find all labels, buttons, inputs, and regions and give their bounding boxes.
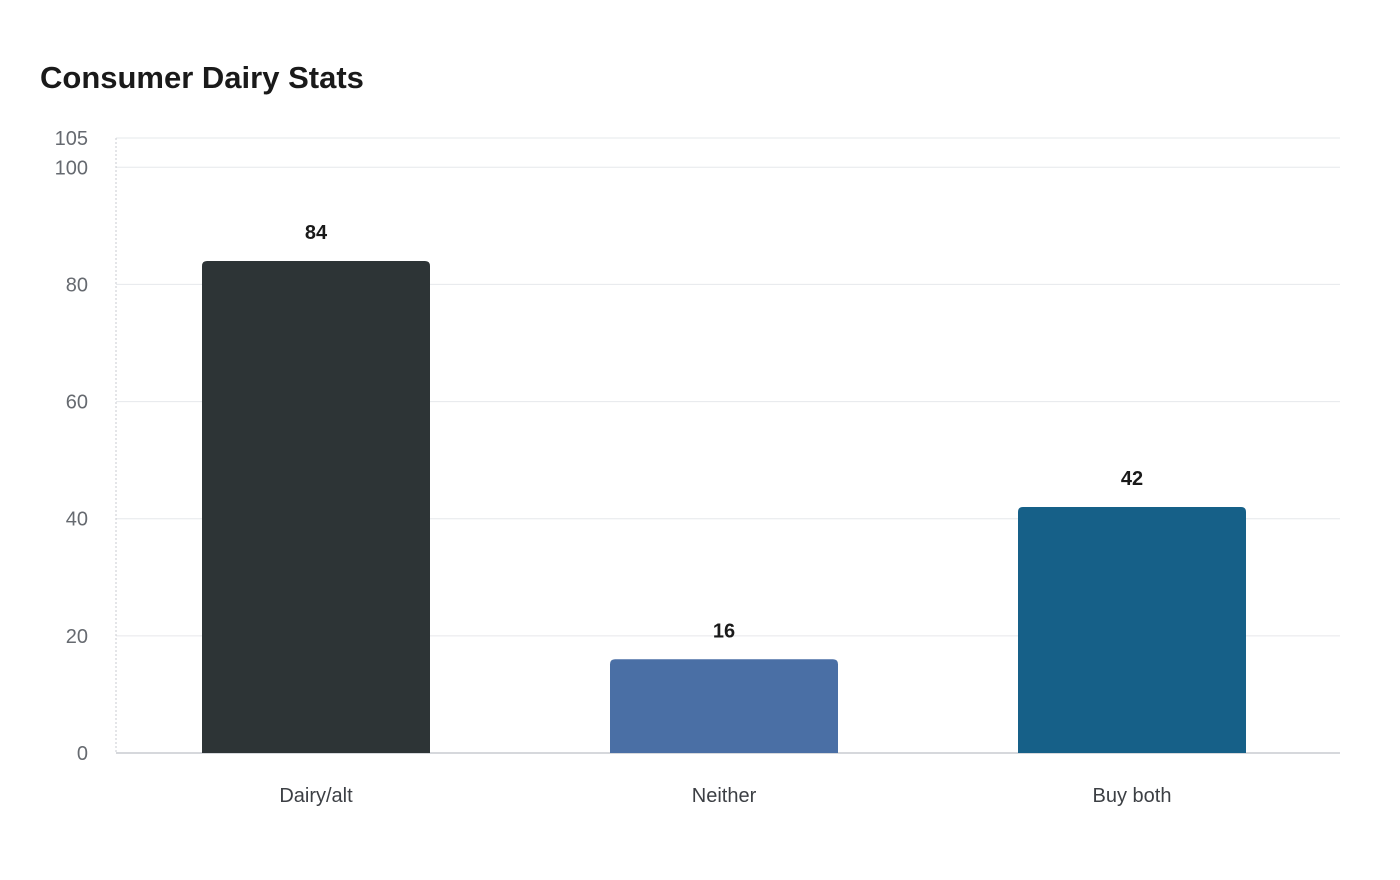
y-tick-label: 100 xyxy=(55,157,88,179)
y-tick-label: 80 xyxy=(66,274,88,296)
bar-dairy-alt[interactable] xyxy=(202,261,430,753)
data-label: 42 xyxy=(1121,468,1143,490)
y-tick-label: 0 xyxy=(77,743,88,765)
x-tick-label: Dairy/alt xyxy=(279,785,353,807)
y-tick-label: 20 xyxy=(66,626,88,648)
bar-buy-both[interactable] xyxy=(1018,507,1246,753)
bar-neither[interactable] xyxy=(610,659,838,753)
x-tick-label: Buy both xyxy=(1093,785,1172,807)
x-tick-label: Neither xyxy=(692,785,757,807)
y-tick-label: 60 xyxy=(66,392,88,414)
chart-title: Consumer Dairy Stats xyxy=(40,60,364,95)
data-label: 16 xyxy=(713,620,735,642)
y-tick-label: 40 xyxy=(66,509,88,531)
data-label: 84 xyxy=(305,222,328,244)
y-tick-label: 105 xyxy=(55,128,88,150)
